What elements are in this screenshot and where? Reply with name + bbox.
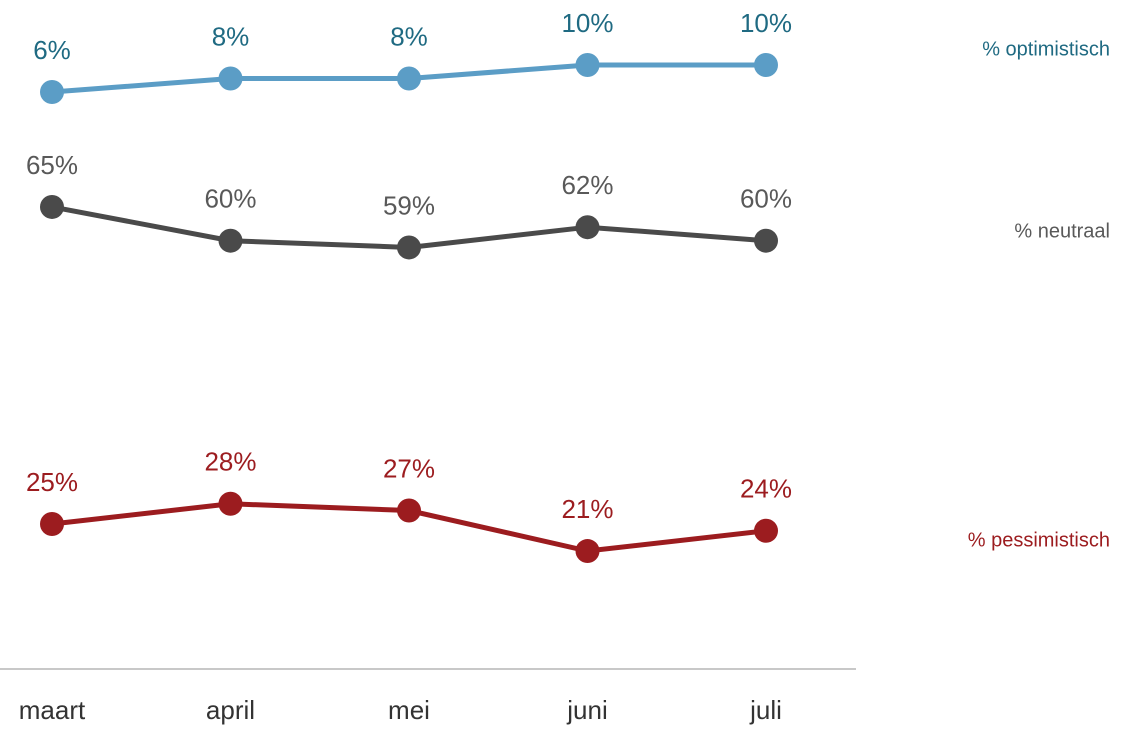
data-point	[575, 215, 600, 240]
legend-label: % pessimistisch	[968, 529, 1110, 551]
data-label: 8%	[212, 21, 250, 51]
data-point	[397, 498, 421, 523]
data-point	[218, 228, 243, 253]
data-point	[218, 491, 243, 516]
data-point	[575, 53, 600, 77]
data-label: 62%	[561, 170, 613, 200]
data-point	[40, 194, 64, 219]
data-point	[754, 53, 778, 77]
data-point	[575, 539, 600, 564]
data-point	[397, 235, 421, 260]
x-tick-label: juni	[566, 695, 607, 725]
legend-label: % neutraal	[1014, 220, 1110, 242]
data-label: 8%	[390, 21, 428, 51]
data-label: 10%	[561, 8, 613, 38]
data-label: 59%	[383, 190, 435, 220]
x-tick-label: maart	[19, 695, 86, 725]
x-tick-label: april	[206, 695, 255, 725]
data-label: 60%	[740, 184, 792, 214]
data-point	[754, 228, 778, 253]
data-point	[218, 66, 243, 91]
data-point	[754, 518, 778, 543]
data-point	[40, 512, 64, 537]
data-label: 60%	[204, 184, 256, 214]
data-label: 6%	[33, 35, 71, 65]
data-label: 10%	[740, 8, 792, 38]
x-tick-label: mei	[388, 695, 430, 725]
data-label: 65%	[26, 150, 78, 180]
x-tick-label: juli	[749, 695, 782, 725]
data-label: 25%	[26, 467, 78, 497]
data-label: 24%	[740, 474, 792, 504]
data-point	[397, 66, 421, 91]
data-label: 27%	[383, 453, 435, 483]
data-point	[40, 80, 64, 104]
legend-label: % optimistisch	[982, 38, 1110, 60]
data-label: 28%	[204, 447, 256, 477]
data-label: 21%	[561, 494, 613, 524]
